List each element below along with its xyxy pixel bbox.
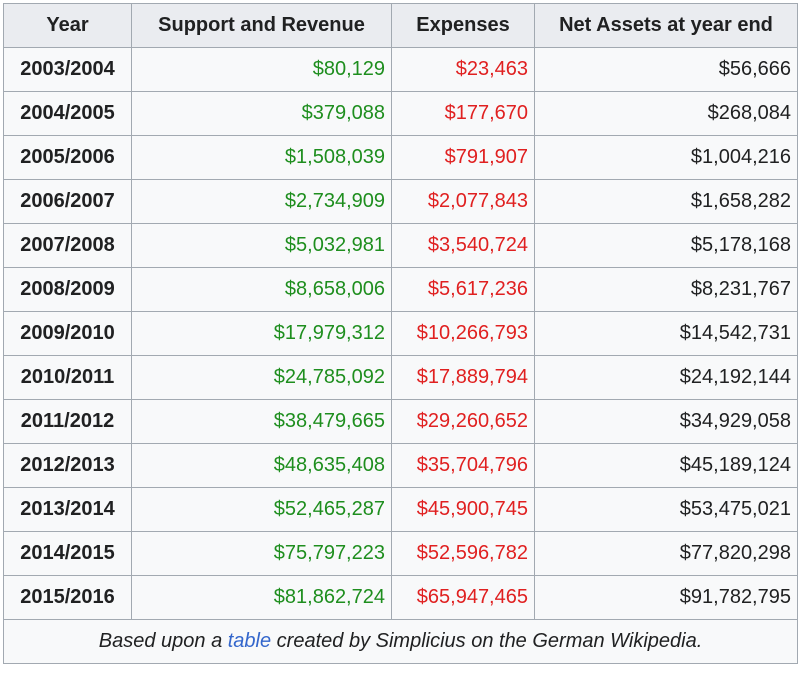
expenses-cell: $2,077,843 <box>391 179 535 224</box>
year-cell: 2006/2007 <box>3 179 132 224</box>
net-assets-cell: $1,658,282 <box>534 179 798 224</box>
table-row: 2006/2007 $2,734,909 $2,077,843 $1,658,282 <box>3 179 798 224</box>
net-assets-cell: $24,192,144 <box>534 355 798 400</box>
expenses-cell: $45,900,745 <box>391 487 535 532</box>
caption-text-before: Based upon a <box>98 630 228 652</box>
revenue-cell: $17,979,312 <box>131 311 392 356</box>
expenses-cell: $65,947,465 <box>391 575 535 620</box>
header-year: Year <box>3 3 132 48</box>
net-assets-cell: $34,929,058 <box>534 399 798 444</box>
table-header-row: Year Support and Revenue Expenses Net As… <box>3 3 798 48</box>
year-cell: 2008/2009 <box>3 267 132 312</box>
expenses-cell: $52,596,782 <box>391 531 535 576</box>
year-cell: 2015/2016 <box>3 575 132 620</box>
table-row: 2009/2010 $17,979,312 $10,266,793 $14,542,7… <box>3 311 798 356</box>
net-assets-cell: $77,820,298 <box>534 531 798 576</box>
net-assets-cell: $8,231,767 <box>534 267 798 312</box>
expenses-cell: $3,540,724 <box>391 223 535 268</box>
net-assets-cell: $45,189,124 <box>534 443 798 488</box>
header-expenses: Expenses <box>391 3 535 48</box>
year-cell: 2003/2004 <box>3 47 132 92</box>
expenses-cell: $177,670 <box>391 91 535 136</box>
revenue-cell: $80,129 <box>131 47 392 92</box>
table-row: 2014/2015 $75,797,223 $52,596,782 $77,820,2… <box>3 531 798 576</box>
net-assets-cell: $14,542,731 <box>534 311 798 356</box>
revenue-cell: $48,635,408 <box>131 443 392 488</box>
table-row: 2005/2006 $1,508,039 $791,907 $1,004,216 <box>3 135 798 180</box>
year-cell: 2013/2014 <box>3 487 132 532</box>
revenue-cell: $379,088 <box>131 91 392 136</box>
revenue-cell: $38,479,665 <box>131 399 392 444</box>
table-row: 2010/2011 $24,785,092 $17,889,794 $24,192,1… <box>3 355 798 400</box>
revenue-cell: $75,797,223 <box>131 531 392 576</box>
expenses-cell: $10,266,793 <box>391 311 535 356</box>
revenue-cell: $52,465,287 <box>131 487 392 532</box>
year-cell: 2007/2008 <box>3 223 132 268</box>
expenses-cell: $29,260,652 <box>391 399 535 444</box>
expenses-cell: $23,463 <box>391 47 535 92</box>
table-row: 2015/2016 $81,862,724 $65,947,465 $91,782,7… <box>3 575 798 620</box>
revenue-cell: $5,032,981 <box>131 223 392 268</box>
table-row: 2012/2013 $48,635,408 $35,704,796 $45,189,1… <box>3 443 798 488</box>
table-row: 2011/2012 $38,479,665 $29,260,652 $34,929,0… <box>3 399 798 444</box>
revenue-cell: $24,785,092 <box>131 355 392 400</box>
revenue-cell: $2,734,909 <box>131 179 392 224</box>
table-row: 2003/2004 $80,129 $23,463 $56,666 <box>3 47 798 92</box>
table-row: 2004/2005 $379,088 $177,670 $268,084 <box>3 91 798 136</box>
financial-table: Year Support and Revenue Expenses Net As… <box>3 3 798 664</box>
expenses-cell: $35,704,796 <box>391 443 535 488</box>
year-cell: 2004/2005 <box>3 91 132 136</box>
table-link[interactable]: table <box>227 630 272 652</box>
net-assets-cell: $56,666 <box>534 47 798 92</box>
table-row: 2007/2008 $5,032,981 $3,540,724 $5,178,168 <box>3 223 798 268</box>
expenses-cell: $791,907 <box>391 135 535 180</box>
year-cell: 2005/2006 <box>3 135 132 180</box>
expenses-cell: $5,617,236 <box>391 267 535 312</box>
net-assets-cell: $5,178,168 <box>534 223 798 268</box>
revenue-cell: $8,658,006 <box>131 267 392 312</box>
financial-table-container: Year Support and Revenue Expenses Net As… <box>3 3 798 664</box>
year-cell: 2010/2011 <box>3 355 132 400</box>
revenue-cell: $81,862,724 <box>131 575 392 620</box>
year-cell: 2012/2013 <box>3 443 132 488</box>
net-assets-cell: $268,084 <box>534 91 798 136</box>
year-cell: 2014/2015 <box>3 531 132 576</box>
table-body: 2003/2004 $80,129 $23,463 $56,666 2004/2005 $… <box>3 47 798 620</box>
table-row: 2008/2009 $8,658,006 $5,617,236 $8,231,767 <box>3 267 798 312</box>
header-support-and-revenue: Support and Revenue <box>131 3 392 48</box>
caption-row: Based upon a table created by Simplicius… <box>3 619 798 664</box>
net-assets-cell: $53,475,021 <box>534 487 798 532</box>
table-row: 2013/2014 $52,465,287 $45,900,745 $53,475,0… <box>3 487 798 532</box>
revenue-cell: $1,508,039 <box>131 135 392 180</box>
net-assets-cell: $1,004,216 <box>534 135 798 180</box>
expenses-cell: $17,889,794 <box>391 355 535 400</box>
caption-text-after: created by Simplicius on the German Wiki… <box>271 630 703 652</box>
net-assets-cell: $91,782,795 <box>534 575 798 620</box>
year-cell: 2009/2010 <box>3 311 132 356</box>
table-caption: Based upon a table created by Simplicius… <box>3 619 798 664</box>
header-net-assets: Net Assets at year end <box>534 3 798 48</box>
year-cell: 2011/2012 <box>3 399 132 444</box>
